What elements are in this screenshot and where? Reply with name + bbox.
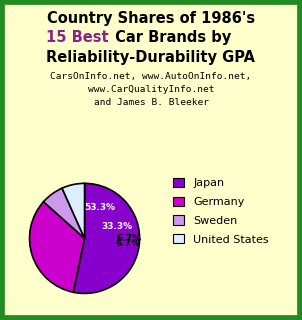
Wedge shape xyxy=(43,188,85,238)
Wedge shape xyxy=(62,183,85,238)
Text: 33.3%: 33.3% xyxy=(101,222,132,231)
Legend: Japan, Germany, Sweden, United States: Japan, Germany, Sweden, United States xyxy=(173,178,269,244)
Text: 15 Best: 15 Best xyxy=(46,30,109,45)
Text: Country Shares of 1986's: Country Shares of 1986's xyxy=(47,11,255,26)
Text: 6.7%: 6.7% xyxy=(116,234,141,243)
Text: CarsOnInfo.net, www.AutoOnInfo.net,
www.CarQualityInfo.net
and James B. Bleeker: CarsOnInfo.net, www.AutoOnInfo.net, www.… xyxy=(50,72,252,108)
Text: Reliability-Durability GPA: Reliability-Durability GPA xyxy=(47,50,255,65)
Wedge shape xyxy=(30,202,85,292)
Text: 53.3%: 53.3% xyxy=(84,204,115,212)
Text: 6.7%: 6.7% xyxy=(116,239,141,248)
Wedge shape xyxy=(73,183,140,293)
Text: Car Brands by: Car Brands by xyxy=(110,30,231,45)
